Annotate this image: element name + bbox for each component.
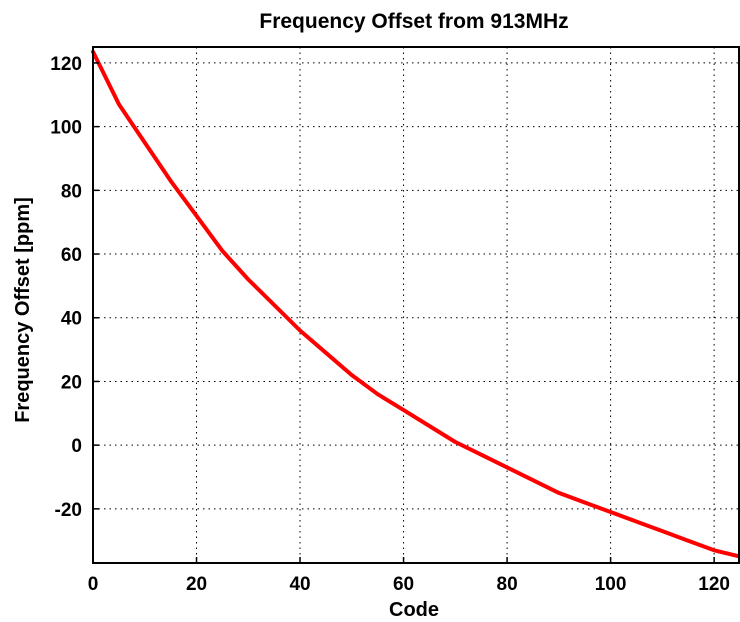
y-tick-label-0: -20 xyxy=(55,500,82,521)
y-tick-label-4: 60 xyxy=(61,245,82,266)
x-tick-label-4: 80 xyxy=(497,574,518,595)
y-axis-label: Frequency Offset [ppm] xyxy=(12,197,34,423)
y-axis-tick-labels: -20 0 20 40 60 80 100 120 xyxy=(50,54,82,521)
y-tick-label-6: 100 xyxy=(50,118,82,139)
plot-frame xyxy=(92,46,740,564)
x-tick-label-2: 40 xyxy=(289,574,310,595)
series-line-0 xyxy=(91,49,740,559)
x-tick-label-5: 100 xyxy=(595,574,627,595)
x-axis-label: Code xyxy=(389,599,439,621)
y-tick-label-7: 120 xyxy=(50,54,82,75)
grid-lines xyxy=(93,47,740,563)
x-tick-label-3: 60 xyxy=(393,574,414,595)
x-axis-tick-labels: 0 20 40 60 80 100 120 xyxy=(88,574,730,595)
x-tick-label-6: 120 xyxy=(698,574,730,595)
x-axis-ticks xyxy=(92,557,715,563)
y-axis-ticks xyxy=(93,62,99,510)
y-tick-label-1: 0 xyxy=(71,436,82,457)
series-layer xyxy=(91,49,740,559)
chart-title: Frequency Offset from 913MHz xyxy=(259,10,568,33)
y-tick-label-3: 40 xyxy=(61,309,82,330)
y-tick-label-5: 80 xyxy=(61,181,82,202)
x-tick-label-1: 20 xyxy=(186,574,207,595)
x-tick-label-0: 0 xyxy=(88,574,99,595)
y-tick-label-2: 20 xyxy=(61,372,82,393)
